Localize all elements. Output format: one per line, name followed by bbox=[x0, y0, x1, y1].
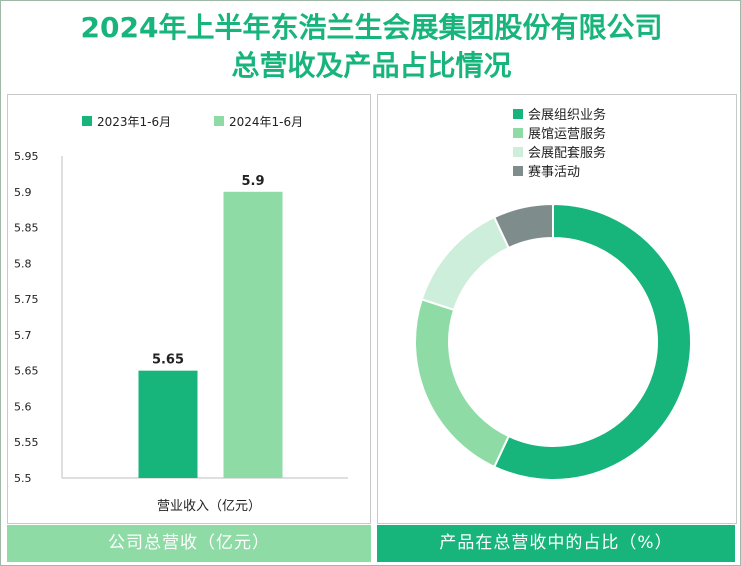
pie-legend-swatch bbox=[513, 166, 523, 176]
bar-chart: 2023年1-6月 2024年1-6月 5.955.95.855.85.755.… bbox=[14, 115, 348, 514]
y-tick-label: 5.9 bbox=[14, 186, 32, 199]
bar-series: 5.65 5.9 bbox=[138, 174, 283, 478]
legend-swatch-2023 bbox=[82, 116, 92, 126]
legend-swatch-2024 bbox=[214, 116, 224, 126]
bar-2024 bbox=[223, 191, 283, 478]
bar-data-label: 5.65 bbox=[152, 353, 184, 368]
donut-slice bbox=[420, 215, 511, 312]
footer-left-label: 公司总营收（亿元） bbox=[7, 525, 371, 562]
y-tick-label: 5.95 bbox=[14, 150, 39, 163]
y-tick-label: 5.5 bbox=[14, 472, 32, 485]
donut-slice bbox=[492, 202, 554, 250]
bar-data-label: 5.9 bbox=[241, 174, 264, 189]
y-tick-label: 5.75 bbox=[14, 293, 39, 306]
y-tick-label: 5.7 bbox=[14, 329, 32, 342]
y-tick-label: 5.8 bbox=[14, 257, 32, 270]
donut-slice bbox=[492, 202, 692, 481]
y-tick-label: 5.65 bbox=[14, 365, 39, 378]
y-tick-label: 5.55 bbox=[14, 436, 39, 449]
donut-slice bbox=[414, 298, 511, 469]
footer-right-label: 产品在总营收中的占比（%） bbox=[377, 525, 735, 562]
y-tick-label: 5.6 bbox=[14, 400, 32, 413]
pie-legend-label: 展馆运营服务 bbox=[528, 126, 606, 142]
pie-legend-label: 会展配套服务 bbox=[528, 145, 606, 161]
pie-legend-label: 会展组织业务 bbox=[528, 107, 606, 123]
y-tick-label: 5.85 bbox=[14, 222, 39, 235]
pie-legend-label: 赛事活动 bbox=[528, 164, 580, 180]
donut-slices bbox=[414, 202, 692, 481]
legend-label-2023: 2023年1-6月 bbox=[97, 115, 171, 129]
pie-legend-swatch bbox=[513, 128, 523, 138]
legend-label-2024: 2024年1-6月 bbox=[229, 115, 303, 129]
revenue-panel: 2023年1-6月 2024年1-6月 5.95 5.9 5.85 5.8 5.75 5.… bbox=[7, 94, 371, 524]
bar-2023 bbox=[138, 370, 198, 478]
x-axis-label: 营业收入（亿元） bbox=[157, 499, 261, 514]
title-line-2: 总营收及产品占比情况 bbox=[231, 49, 512, 82]
bar-legend: 2023年1-6月 2024年1-6月 bbox=[82, 115, 303, 129]
title-line-1: 2024年上半年东浩兰生会展集团股份有限公司 bbox=[80, 11, 663, 44]
y-axis: 5.95 5.9 5.85 5.8 5.75 5.7 5.65 5.6 5.55 5.5 bbox=[14, 150, 348, 485]
share-panel: 会展组织业务 展馆运营服务 会展配套服务 赛事活动 bbox=[377, 94, 737, 524]
chart-title: 2024年上半年东浩兰生会展集团股份有限公司 总营收及产品占比情况 bbox=[1, 9, 740, 85]
pie-legend-swatch bbox=[513, 147, 523, 157]
pie-legend-swatch bbox=[513, 109, 523, 119]
